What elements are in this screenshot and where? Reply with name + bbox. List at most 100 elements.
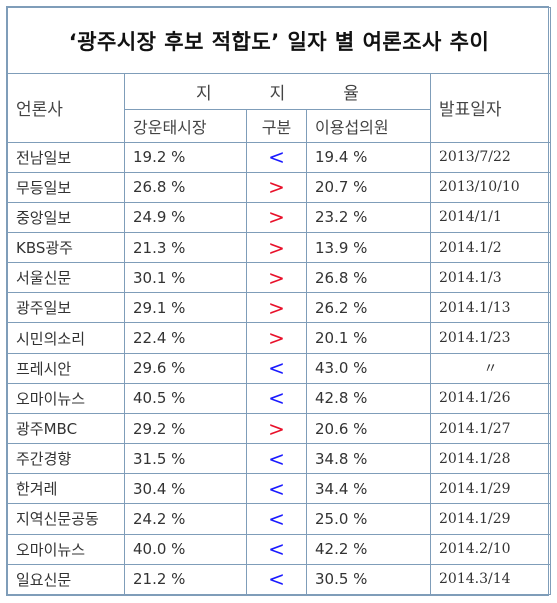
- date-cell: 〃: [429, 352, 552, 384]
- header-candidate-a: 강운태시장: [124, 109, 247, 143]
- candidate-b-value: 26.2 %: [306, 292, 431, 324]
- date-cell: 2014.1/27: [429, 412, 552, 445]
- outlet-cell: 주간경향: [7, 443, 125, 475]
- candidate-b-value: 20.7 %: [306, 171, 431, 203]
- table-row: KBS광주 21.3 % >13.9 % 2014.1/2: [7, 231, 552, 264]
- poll-table-body: ‘광주시장 후보 적합도’ 일자 별 여론조사 추이 언론사 지지율 발표일자 …: [6, 6, 552, 596]
- outlet-cell: 오마이뉴스: [7, 533, 125, 565]
- table-row: 오마이뉴스 40.0 % <42.2 % 2014.2/10: [7, 533, 552, 565]
- outlet-cell: 지역신문공동: [7, 503, 125, 535]
- date-cell: 2014.2/10: [429, 533, 552, 565]
- candidate-b-value: 34.8 %: [306, 443, 431, 475]
- comparison-sign: <: [246, 443, 307, 475]
- outlet-cell: 프레시안: [7, 352, 125, 384]
- date-cell: 2014/1/1: [429, 201, 552, 234]
- table-row: 광주MBC 29.2 % >20.6 % 2014.1/27: [7, 412, 552, 445]
- header-outlet: 언론사: [7, 73, 125, 143]
- comparison-sign: <: [246, 563, 307, 596]
- outlet-cell: 중앙일보: [7, 201, 125, 234]
- title-row: ‘광주시장 후보 적합도’ 일자 별 여론조사 추이: [6, 6, 552, 75]
- comparison-sign: >: [246, 322, 307, 354]
- header-candidate-b: 이용섭의원: [306, 109, 431, 143]
- header-row-1: 언론사 지지율 발표일자: [7, 73, 552, 143]
- date-cell: 2013/7/22: [429, 141, 552, 173]
- header-date: 발표일자: [429, 73, 552, 143]
- table-row: 무등일보 26.8 % >20.7 % 2013/10/10: [7, 171, 552, 203]
- candidate-a-value: 40.5 %: [124, 382, 247, 414]
- comparison-sign: <: [246, 533, 307, 565]
- candidate-a-value: 29.1 %: [124, 292, 247, 324]
- candidate-b-value: 19.4 %: [306, 141, 431, 173]
- date-cell: 2014.1/3: [429, 262, 552, 294]
- candidate-a-value: 22.4 %: [124, 322, 247, 354]
- outlet-cell: 오마이뉴스: [7, 382, 125, 414]
- candidate-b-value: 43.0 %: [306, 352, 431, 384]
- outlet-cell: 한겨레: [7, 473, 125, 505]
- candidate-b-value: 13.9 %: [306, 231, 431, 264]
- candidate-b-value: 26.8 %: [306, 262, 431, 294]
- date-cell: 2014.1/29: [429, 503, 552, 535]
- candidate-a-value: 24.9 %: [124, 201, 247, 234]
- candidate-a-value: 29.6 %: [124, 352, 247, 384]
- outlet-cell: 시민의소리: [7, 322, 125, 354]
- outlet-cell: 서울신문: [7, 262, 125, 294]
- comparison-sign: <: [246, 141, 307, 173]
- date-cell: 2014.3/14: [429, 563, 552, 596]
- candidate-b-value: 42.8 %: [306, 382, 431, 414]
- date-cell: 2014.1/2: [429, 231, 552, 264]
- comparison-sign: >: [246, 201, 307, 234]
- candidate-b-value: 23.2 %: [306, 201, 431, 234]
- candidate-b-value: 34.4 %: [306, 473, 431, 505]
- comparison-sign: >: [246, 171, 307, 203]
- candidate-a-value: 31.5 %: [124, 443, 247, 475]
- table-row: 오마이뉴스 40.5 % <42.8 % 2014.1/26: [7, 382, 552, 414]
- table-row: 전남일보 19.2 % <19.4 % 2013/7/22: [7, 141, 552, 173]
- table-row: 중앙일보 24.9 % >23.2 % 2014/1/1: [7, 201, 552, 234]
- table-row: 광주일보 29.1 % >26.2 % 2014.1/13: [7, 292, 552, 324]
- comparison-sign: <: [246, 503, 307, 535]
- outlet-cell: 광주MBC: [7, 412, 125, 445]
- comparison-sign: >: [246, 292, 307, 324]
- candidate-a-value: 19.2 %: [124, 141, 247, 173]
- candidate-a-value: 24.2 %: [124, 503, 247, 535]
- candidate-a-value: 30.1 %: [124, 262, 247, 294]
- candidate-b-value: 20.6 %: [306, 412, 431, 445]
- header-division: 구분: [246, 109, 307, 143]
- outlet-cell: 광주일보: [7, 292, 125, 324]
- date-cell: 2014.1/26: [429, 382, 552, 414]
- candidate-a-value: 29.2 %: [124, 412, 247, 445]
- table-row: 한겨레 30.4 % <34.4 % 2014.1/29: [7, 473, 552, 505]
- candidate-b-value: 30.5 %: [306, 563, 431, 596]
- outlet-cell: 전남일보: [7, 141, 125, 173]
- outlet-cell: KBS광주: [7, 231, 125, 264]
- table-row: 프레시안 29.6 % <43.0 % 〃: [7, 352, 552, 384]
- table-row: 시민의소리 22.4 % >20.1 % 2014.1/23: [7, 322, 552, 354]
- candidate-a-value: 21.2 %: [124, 563, 247, 596]
- candidate-a-value: 40.0 %: [124, 533, 247, 565]
- table-row: 서울신문 30.1 % >26.8 % 2014.1/3: [7, 262, 552, 294]
- date-cell: 2014.1/28: [429, 443, 552, 475]
- poll-table: ‘광주시장 후보 적합도’ 일자 별 여론조사 추이 언론사 지지율 발표일자 …: [6, 6, 552, 596]
- comparison-sign: <: [246, 352, 307, 384]
- outlet-cell: 일요신문: [7, 563, 125, 596]
- table-row: 주간경향 31.5 % <34.8 % 2014.1/28: [7, 443, 552, 475]
- date-cell: 2013/10/10: [429, 171, 552, 203]
- candidate-a-value: 30.4 %: [124, 473, 247, 505]
- table-row: 일요신문 21.2 % <30.5 % 2014.3/14: [7, 563, 552, 596]
- date-cell: 2014.1/29: [429, 473, 552, 505]
- comparison-sign: <: [246, 382, 307, 414]
- table-title: ‘광주시장 후보 적합도’ 일자 별 여론조사 추이: [6, 6, 552, 75]
- poll-table-frame: ‘광주시장 후보 적합도’ 일자 별 여론조사 추이 언론사 지지율 발표일자 …: [6, 6, 552, 596]
- header-row-2: 강운태시장 구분 이용섭의원: [8, 109, 551, 143]
- date-cell: 2014.1/23: [429, 322, 552, 354]
- candidate-a-value: 21.3 %: [124, 231, 247, 264]
- table-row: 지역신문공동 24.2 % <25.0 % 2014.1/29: [7, 503, 552, 535]
- comparison-sign: <: [246, 473, 307, 505]
- outlet-cell: 무등일보: [7, 171, 125, 203]
- comparison-sign: >: [246, 262, 307, 294]
- candidate-b-value: 20.1 %: [306, 322, 431, 354]
- header-support: 지지율: [124, 73, 431, 111]
- comparison-sign: >: [246, 231, 307, 264]
- candidate-a-value: 26.8 %: [124, 171, 247, 203]
- comparison-sign: >: [246, 412, 307, 445]
